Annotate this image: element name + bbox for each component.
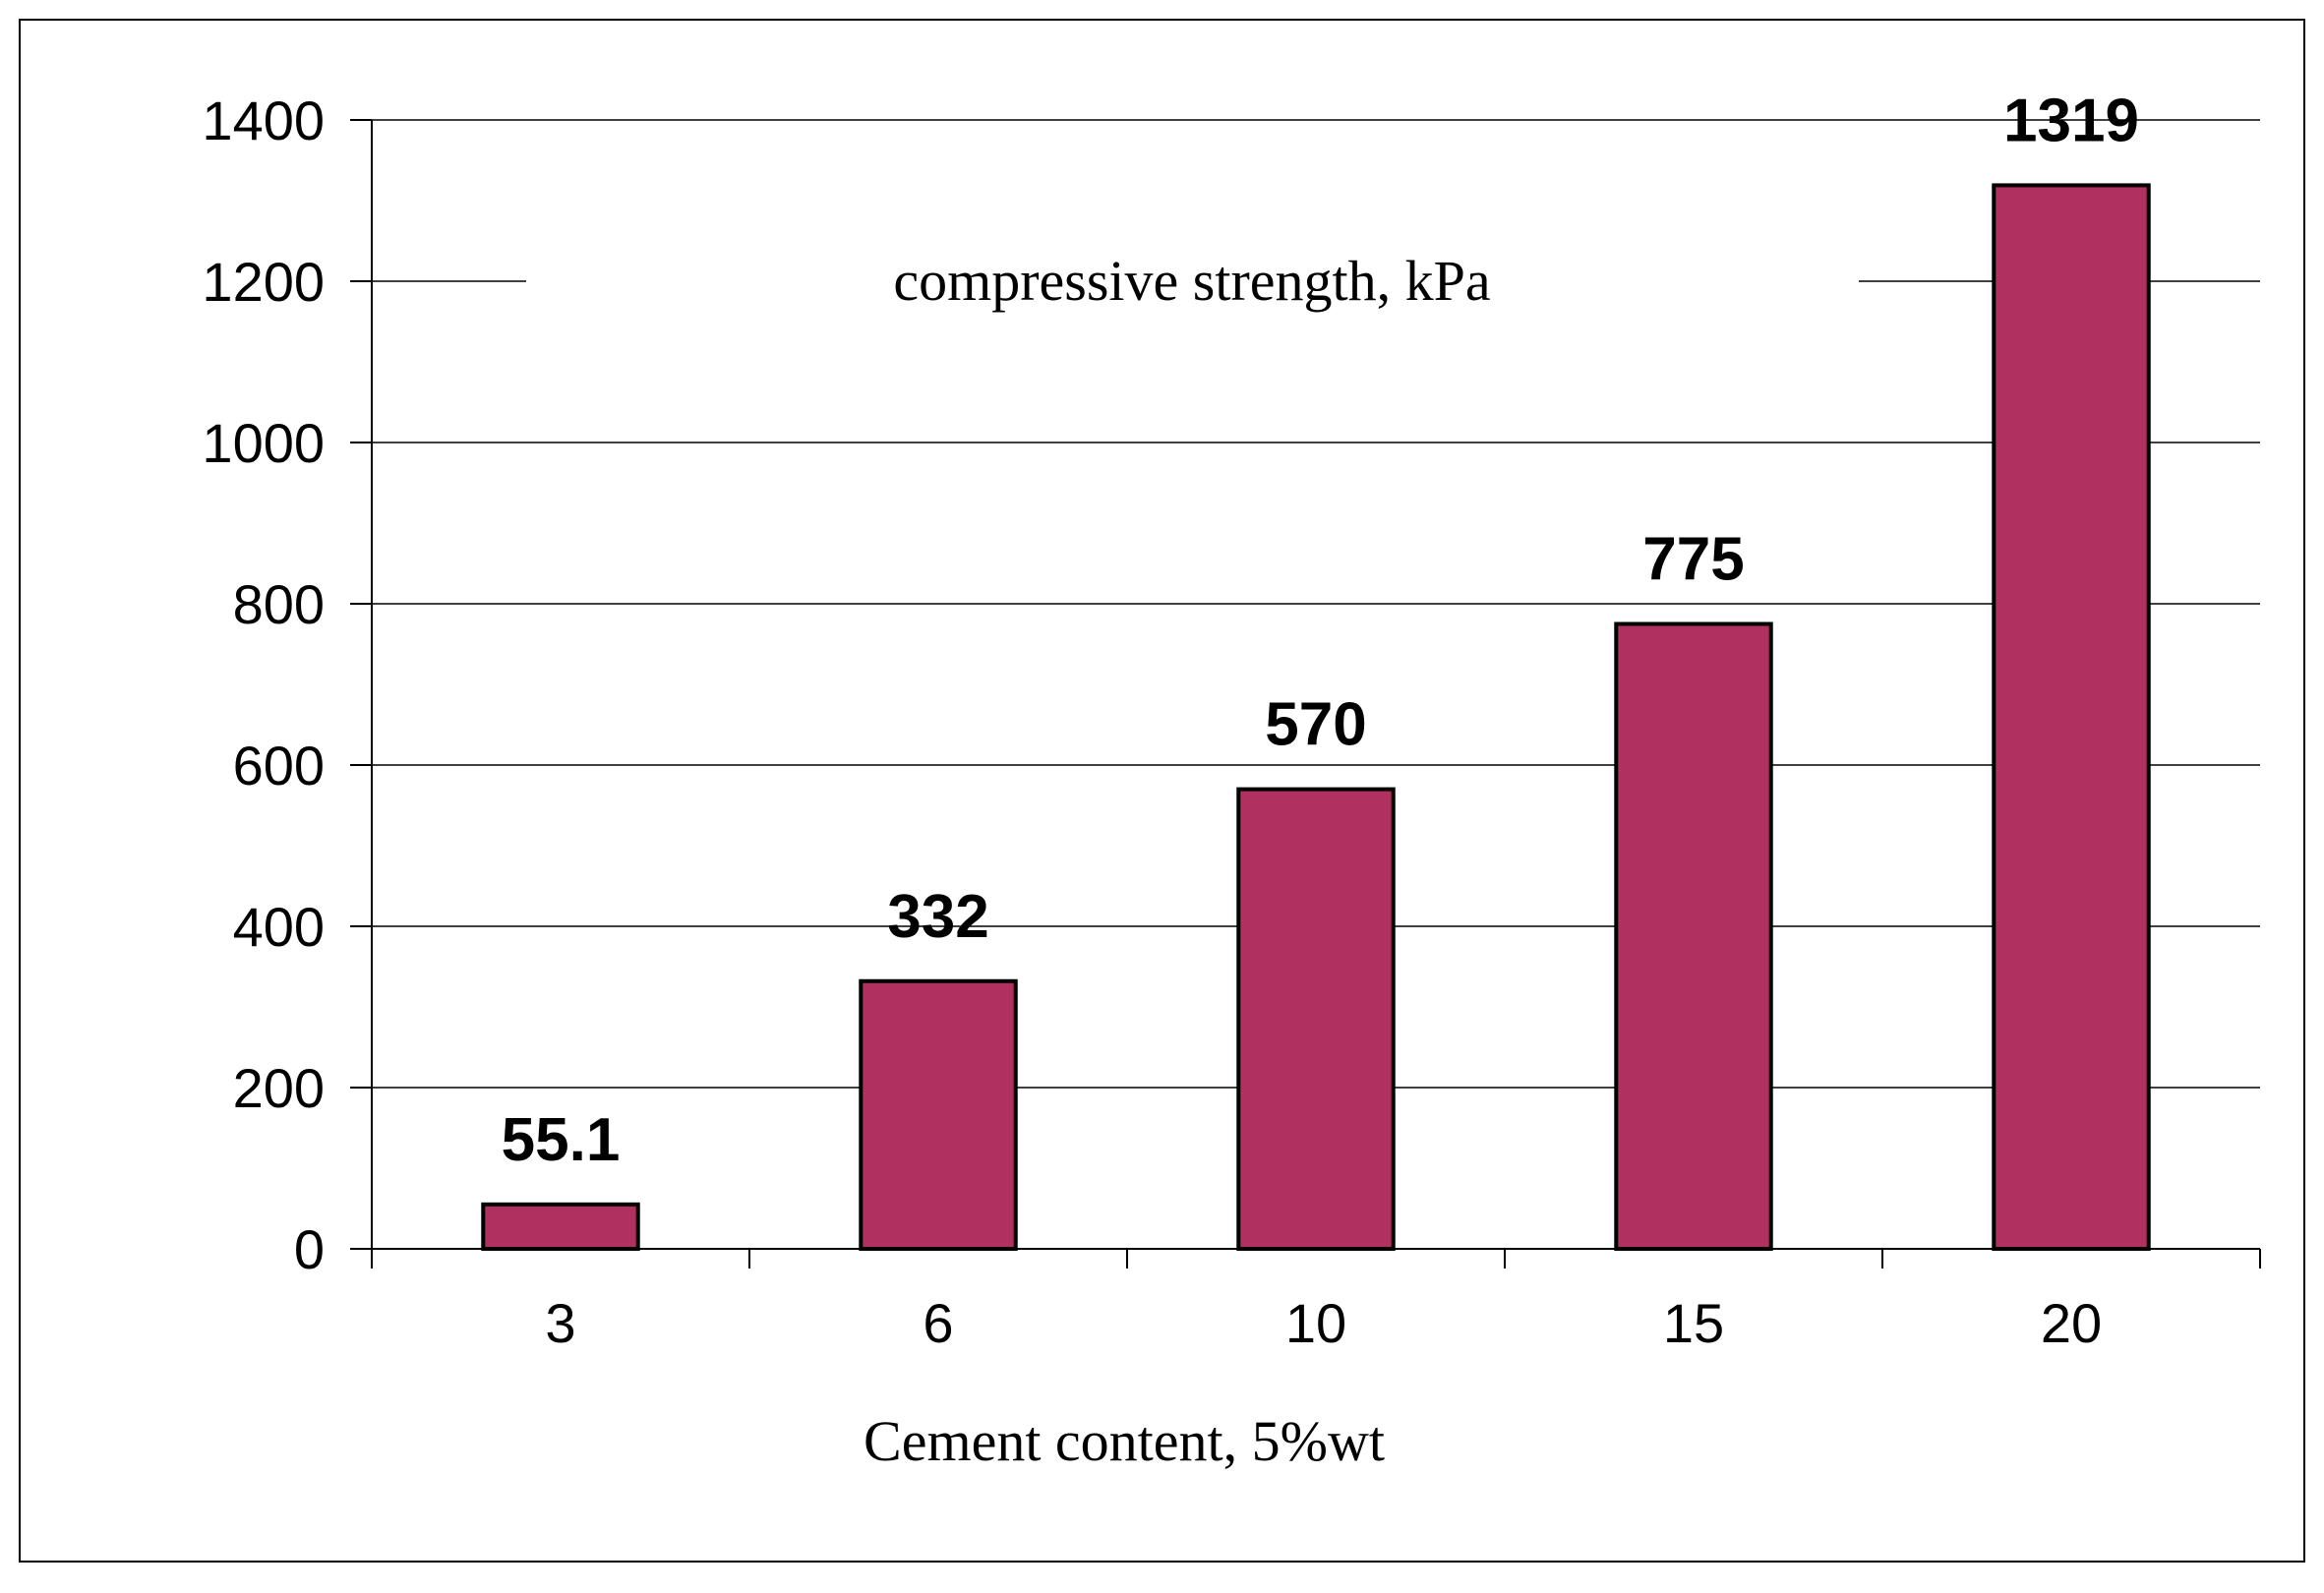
data-label: 332	[887, 883, 988, 951]
chart-title: compressive strength, kPa	[893, 249, 1490, 313]
data-label: 1319	[2003, 87, 2139, 154]
y-tick-label: 0	[294, 1218, 325, 1280]
x-tick-label: 3	[545, 1292, 575, 1354]
bar	[1992, 183, 2151, 1251]
chart-title-background	[526, 241, 1859, 349]
bar	[1236, 787, 1396, 1251]
y-tick-label: 1200	[202, 251, 325, 313]
bar	[481, 1202, 640, 1251]
bar	[1614, 621, 1773, 1251]
x-tick-label: 6	[923, 1292, 953, 1354]
x-tick-label: 20	[2041, 1292, 2102, 1354]
y-tick-label: 1000	[202, 412, 325, 474]
y-tick-label: 400	[233, 896, 325, 958]
y-tick-label: 800	[233, 573, 325, 635]
y-tick-label: 200	[233, 1057, 325, 1119]
data-label: 775	[1642, 526, 1744, 594]
y-tick-label: 600	[233, 735, 325, 796]
bar-layer	[481, 183, 2151, 1251]
data-label: 570	[1265, 691, 1366, 759]
x-tick-label: 10	[1285, 1292, 1346, 1354]
y-tick-label: 1400	[202, 89, 325, 151]
bar	[859, 978, 1018, 1251]
label-layer: 3 55.1 6 332 10 570 15 775 20 1319	[502, 87, 2139, 1354]
x-axis-label: Cement content, 5%wt	[864, 1409, 1385, 1473]
x-tick-label: 15	[1663, 1292, 1724, 1354]
data-label: 55.1	[502, 1106, 621, 1174]
